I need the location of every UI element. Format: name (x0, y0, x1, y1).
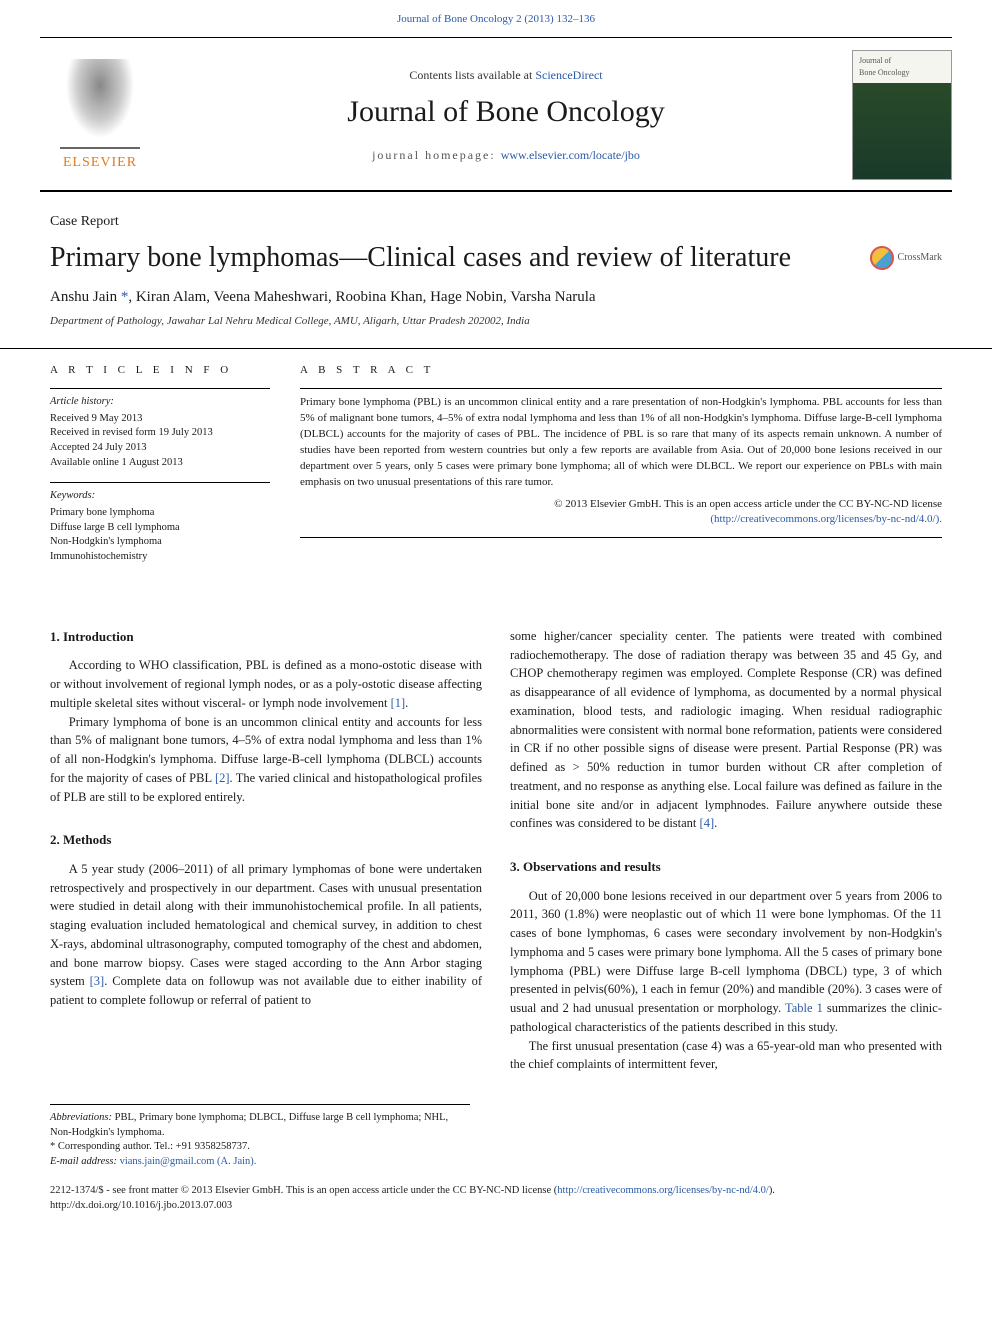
article-info-heading: A R T I C L E I N F O (50, 363, 270, 378)
journal-homepage-line: journal homepage: www.elsevier.com/locat… (160, 147, 852, 164)
received-date: Received 9 May 2013 (50, 412, 270, 427)
author-list: Anshu Jain *, Kiran Alam, Veena Maheshwa… (0, 277, 992, 312)
abbrev-label: Abbreviations: (50, 1112, 112, 1123)
contents-available-line: Contents lists available at ScienceDirec… (160, 67, 852, 84)
history-label: Article history: (50, 395, 270, 410)
section-heading-results: 3. Observations and results (510, 857, 942, 877)
bottom-copyright: 2212-1374/$ - see front matter © 2013 El… (0, 1170, 992, 1243)
right-column: some higher/cancer speciality center. Th… (510, 627, 942, 1074)
front-matter-text: 2212-1374/$ - see front matter © 2013 El… (50, 1185, 557, 1196)
corresponding-author: * Corresponding author. Tel.: +91 935825… (50, 1140, 470, 1155)
crossmark-badge[interactable]: CrossMark (870, 246, 942, 270)
revised-date: Received in revised form 19 July 2013 (50, 426, 270, 441)
section-heading-intro: 1. Introduction (50, 627, 482, 647)
paragraph-continuation: some higher/cancer speciality center. Th… (510, 627, 942, 833)
publisher-logo: ELSEVIER (40, 59, 160, 173)
journal-name: Journal of Bone Oncology (160, 91, 852, 133)
journal-cover-thumbnail (852, 50, 952, 180)
article-body: 1. Introduction According to WHO classif… (0, 577, 992, 1094)
abstract-heading: A B S T R A C T (300, 363, 942, 378)
front-matter-close: ). (769, 1185, 775, 1196)
paragraph: According to WHO classification, PBL is … (50, 656, 482, 712)
article-info-column: A R T I C L E I N F O Article history: R… (50, 349, 270, 577)
abstract-text: Primary bone lymphoma (PBL) is an uncomm… (300, 395, 942, 491)
abstract-column: A B S T R A C T Primary bone lymphoma (P… (300, 349, 942, 577)
keyword: Immunohistochemistry (50, 550, 270, 565)
left-column: 1. Introduction According to WHO classif… (50, 627, 482, 1074)
accepted-date: Accepted 24 July 2013 (50, 441, 270, 456)
license-link[interactable]: (http://creativecommons.org/licenses/by-… (710, 513, 942, 525)
elsevier-tree-icon (60, 59, 140, 149)
keyword: Diffuse large B cell lymphoma (50, 521, 270, 536)
crossmark-icon (870, 246, 894, 270)
copyright-line: © 2013 Elsevier GmbH. This is an open ac… (300, 497, 942, 512)
publisher-name: ELSEVIER (63, 153, 137, 173)
affiliation: Department of Pathology, Jawahar Lal Neh… (0, 312, 992, 347)
email-label: E-mail address: (50, 1156, 120, 1167)
paragraph: Primary lymphoma of bone is an uncommon … (50, 713, 482, 807)
email-link[interactable]: vians.jain@gmail.com (A. Jain). (120, 1156, 257, 1167)
article-title: Primary bone lymphomas—Clinical cases an… (50, 238, 870, 277)
homepage-prefix: journal homepage: (372, 148, 501, 162)
keyword: Primary bone lymphoma (50, 506, 270, 521)
contents-prefix: Contents lists available at (409, 68, 535, 82)
crossmark-label: CrossMark (898, 251, 942, 265)
section-heading-methods: 2. Methods (50, 830, 482, 850)
paragraph: The first unusual presentation (case 4) … (510, 1037, 942, 1075)
keywords-label: Keywords: (50, 489, 270, 504)
footnotes: Abbreviations: PBL, Primary bone lymphom… (50, 1104, 470, 1170)
journal-header: ELSEVIER Contents lists available at Sci… (0, 40, 992, 188)
paragraph: A 5 year study (2006–2011) of all primar… (50, 860, 482, 1010)
journal-citation-banner: Journal of Bone Oncology 2 (2013) 132–13… (0, 0, 992, 35)
homepage-link[interactable]: www.elsevier.com/locate/jbo (501, 148, 640, 162)
article-type: Case Report (0, 194, 992, 238)
keyword: Non-Hodgkin's lymphoma (50, 535, 270, 550)
authors-text: Anshu Jain *, Kiran Alam, Veena Maheshwa… (50, 289, 596, 305)
sciencedirect-link[interactable]: ScienceDirect (535, 68, 602, 82)
paragraph: Out of 20,000 bone lesions received in o… (510, 887, 942, 1037)
online-date: Available online 1 August 2013 (50, 456, 270, 471)
cc-license-link[interactable]: http://creativecommons.org/licenses/by-n… (557, 1185, 769, 1196)
doi-link[interactable]: http://dx.doi.org/10.1016/j.jbo.2013.07.… (50, 1199, 942, 1214)
